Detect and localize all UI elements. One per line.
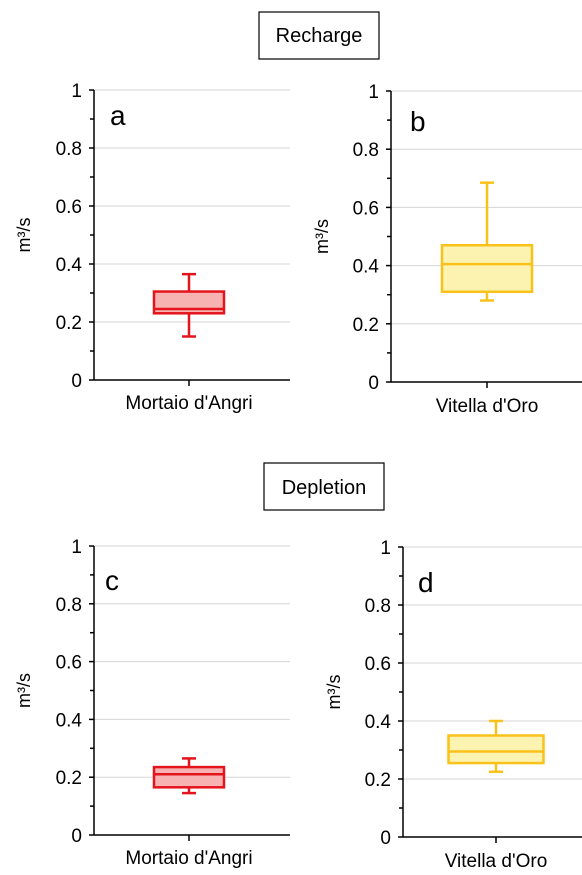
panel-b: 0 0.2 0.4 0.6 0.8 1 b m³/s Vitella d'Oro xyxy=(312,82,582,417)
y-tick-label: 0 xyxy=(71,371,82,392)
y-tick-label: 1 xyxy=(380,538,391,559)
y-tick-label: 1 xyxy=(368,82,379,103)
panel-letter: d xyxy=(418,567,434,598)
box-plot xyxy=(440,181,534,302)
y-tick-label: 0.6 xyxy=(365,654,391,675)
y-tick-label: 0.6 xyxy=(56,197,82,218)
panel-letter: b xyxy=(410,106,426,137)
y-tick-label: 0.2 xyxy=(56,768,82,789)
section-title-depletion: Depletion xyxy=(282,477,367,499)
y-tick-label: 0.8 xyxy=(353,140,379,161)
section-header-depletion: Depletion xyxy=(263,462,385,511)
y-tick-label: 0.8 xyxy=(56,139,82,160)
y-axis-title: m³/s xyxy=(14,218,34,253)
box-plot xyxy=(152,757,226,795)
y-tick-label: 0.6 xyxy=(56,653,82,674)
panel-a: 0 0.2 0.4 0.6 0.8 1 a m³/s Mortaio d'Angri xyxy=(14,81,290,414)
box-iqr xyxy=(440,243,534,294)
y-tick-label: 1 xyxy=(71,537,82,558)
y-tick-label: 0 xyxy=(380,828,391,849)
category-label: Mortaio d'Angri xyxy=(125,393,252,414)
y-axis-title: m³/s xyxy=(14,673,34,708)
chart-panels: 0 0.2 0.4 0.6 0.8 1 a m³/s Mortaio d'Angri 0 0.2 0.… xyxy=(14,81,582,872)
category-label: Vitella d'Oro xyxy=(436,396,539,417)
box-iqr xyxy=(152,765,226,789)
category-label: Mortaio d'Angri xyxy=(125,848,252,869)
y-tick-label: 0.4 xyxy=(353,257,380,278)
panel-letter: a xyxy=(110,100,126,131)
y-axis-title: m³/s xyxy=(312,219,332,254)
y-tick-label: 1 xyxy=(71,81,82,102)
y-tick-label: 0.4 xyxy=(365,712,392,733)
panel-c: 0 0.2 0.4 0.6 0.8 1 c m³/s Mortaio d'Angri xyxy=(14,537,290,869)
section-box-depletion xyxy=(263,462,385,511)
panel-d: 0 0.2 0.4 0.6 0.8 1 d m³/s Vitella d'Oro xyxy=(324,538,582,872)
box-plot xyxy=(447,719,545,773)
y-tick-label: 0.2 xyxy=(56,313,82,334)
y-tick-label: 0.4 xyxy=(56,255,83,276)
category-label: Vitella d'Oro xyxy=(445,851,548,872)
y-tick-label: 0.6 xyxy=(353,198,379,219)
panel-letter: c xyxy=(105,565,119,596)
box-plot xyxy=(152,272,226,338)
section-title-recharge: Recharge xyxy=(276,25,363,47)
y-axis-title: m³/s xyxy=(324,675,344,710)
y-tick-label: 0.8 xyxy=(365,596,391,617)
section-box-recharge xyxy=(258,11,380,60)
y-tick-label: 0 xyxy=(368,373,379,394)
y-tick-label: 0.2 xyxy=(353,315,379,336)
y-tick-label: 0.2 xyxy=(365,770,391,791)
y-tick-label: 0.4 xyxy=(56,710,83,731)
y-tick-label: 0 xyxy=(71,826,82,847)
section-header-recharge: Recharge xyxy=(258,11,380,60)
box-iqr xyxy=(447,734,545,765)
y-tick-label: 0.8 xyxy=(56,595,82,616)
